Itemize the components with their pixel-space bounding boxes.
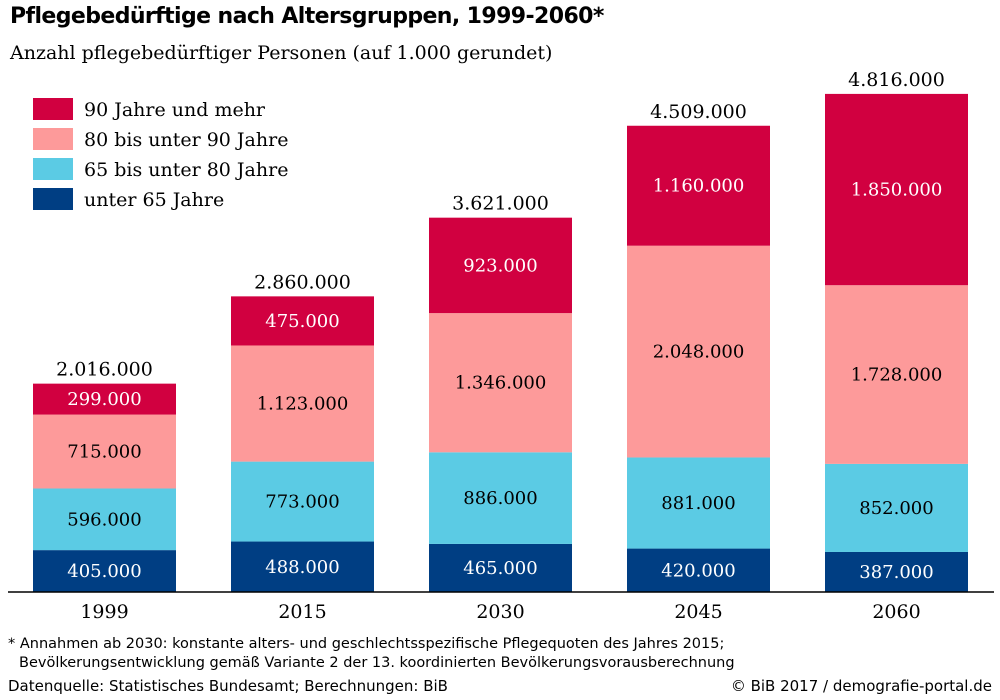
segment-label-2045-90-jahre-und-mehr: 1.160.000 [653,176,745,197]
legend-label-65-bis-unter-80-jahre: 65 bis unter 80 Jahre [84,159,288,181]
legend-swatch-80-bis-unter-90-jahre [33,128,73,150]
segment-label-2015-90-jahre-und-mehr: 475.000 [265,311,339,332]
total-label-2015: 2.860.000 [254,271,351,293]
legend-swatch-90-jahre-und-mehr [33,98,73,120]
bar-segment-2015-80-bis-unter-90-jahre [231,345,374,462]
bar-segment-2045-80-bis-unter-90-jahre [627,245,770,458]
footnote-line-1: * Annahmen ab 2030: konstante alters- un… [8,636,725,652]
legend-swatch-65-bis-unter-80-jahre [33,158,73,180]
total-label-2030: 3.621.000 [452,193,549,215]
bar-segment-1999-80-bis-unter-90-jahre [33,414,176,489]
segment-label-1999-90-jahre-und-mehr: 299.000 [67,389,141,410]
total-label-1999: 2.016.000 [56,359,153,381]
bar-segment-2030-80-bis-unter-90-jahre [429,313,572,453]
chart-title: Pflegebedürftige nach Altersgruppen, 199… [10,4,604,29]
segment-label-2060-90-jahre-und-mehr: 1.850.000 [851,180,943,201]
bar-segment-2030-65-bis-unter-80-jahre [429,452,572,544]
bar-segment-2030-90-jahre-und-mehr [429,217,572,314]
footnote-line-2: Bevölkerungsentwicklung gemäß Variante 2… [19,655,735,671]
segment-label-2045-65-bis-unter-80-jahre: 881.000 [661,493,735,514]
bar-segment-2060-65-bis-unter-80-jahre [825,463,968,552]
bar-segment-2015-65-bis-unter-80-jahre [231,461,374,542]
chart-subtitle: Anzahl pflegebedürftiger Personen (auf 1… [10,42,553,64]
bar-segment-1999-unter-65-jahre [33,550,176,592]
x-tick-label-1999: 1999 [80,601,128,623]
legend-label-90-jahre-und-mehr: 90 Jahre und mehr [84,99,266,121]
bar-segment-2015-unter-65-jahre [231,541,374,592]
bar-segment-2060-unter-65-jahre [825,551,968,592]
x-tick-label-2045: 2045 [674,601,722,623]
segment-label-2045-80-bis-unter-90-jahre: 2.048.000 [653,342,745,363]
x-tick-label-2060: 2060 [872,601,920,623]
segment-label-2030-80-bis-unter-90-jahre: 1.346.000 [455,373,547,394]
segment-label-2030-90-jahre-und-mehr: 923.000 [463,255,537,276]
bar-segment-2060-90-jahre-und-mehr [825,93,968,286]
data-source: Datenquelle: Statistisches Bundesamt; Be… [8,677,448,695]
stacked-bar-chart: 405.000 596.000 715.000 299.000 2.016.000 199… [8,69,994,623]
segment-label-1999-80-bis-unter-90-jahre: 715.000 [67,442,141,463]
segment-label-1999-65-bis-unter-80-jahre: 596.000 [67,509,141,530]
segment-label-2015-unter-65-jahre: 488.000 [265,557,339,578]
bar-segment-2030-unter-65-jahre [429,543,572,592]
bar-segment-2015-90-jahre-und-mehr [231,296,374,346]
segment-label-2060-unter-65-jahre: 387.000 [859,562,933,583]
segment-label-2030-unter-65-jahre: 465.000 [463,558,537,579]
legend-label-unter-65-jahre: unter 65 Jahre [84,189,224,211]
segment-label-2015-80-bis-unter-90-jahre: 1.123.000 [257,394,349,415]
segment-label-2060-80-bis-unter-90-jahre: 1.728.000 [851,365,943,386]
x-tick-label-2030: 2030 [476,601,524,623]
copyright-credit: © BiB 2017 / demografie-portal.de [730,677,992,695]
segment-label-2045-unter-65-jahre: 420.000 [661,560,735,581]
legend-label-80-bis-unter-90-jahre: 80 bis unter 90 Jahre [84,129,288,151]
legend-swatch-unter-65-jahre [33,188,73,210]
bar-segment-1999-90-jahre-und-mehr [33,383,176,415]
segment-label-2015-65-bis-unter-80-jahre: 773.000 [265,492,339,513]
bar-segment-2060-80-bis-unter-90-jahre [825,285,968,464]
segment-label-2060-65-bis-unter-80-jahre: 852.000 [859,498,933,519]
bar-segment-2045-65-bis-unter-80-jahre [627,457,770,549]
segment-label-2030-65-bis-unter-80-jahre: 886.000 [463,488,537,509]
total-label-2045: 4.509.000 [650,101,747,123]
segment-label-1999-unter-65-jahre: 405.000 [67,561,141,582]
total-label-2060: 4.816.000 [848,69,945,91]
x-tick-label-2015: 2015 [278,601,326,623]
bar-segment-1999-65-bis-unter-80-jahre [33,488,176,551]
bar-segment-2045-90-jahre-und-mehr [627,125,770,246]
bar-segment-2045-unter-65-jahre [627,548,770,592]
